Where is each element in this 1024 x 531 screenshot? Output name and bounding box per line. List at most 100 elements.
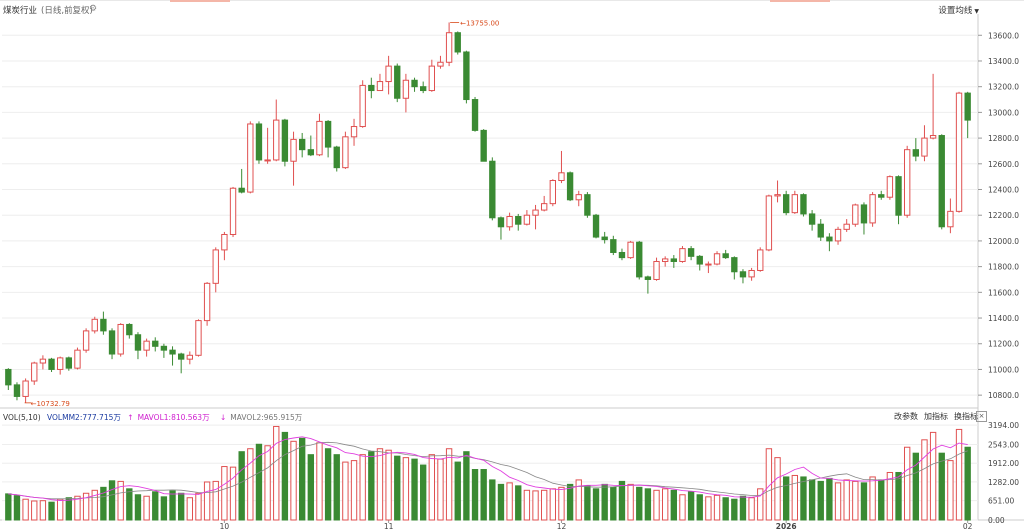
volume-bar [679, 494, 686, 521]
price-tick-label: 13600.0 [988, 31, 1019, 40]
volume-bar [627, 483, 634, 521]
add-indicator-button[interactable]: 加指标 [924, 412, 948, 421]
chart-title: 煤炭行业 (日线,前复权) [3, 4, 93, 16]
volume-bar [212, 480, 219, 521]
volume-bar [281, 431, 289, 521]
candle-body [212, 249, 219, 284]
volume-bar [800, 476, 807, 521]
price-tick-label: 10800.0 [988, 391, 1019, 400]
candle-body [195, 320, 202, 356]
candle-body [471, 99, 479, 131]
candle-body [463, 51, 470, 101]
volume-bar [419, 464, 427, 521]
volume-bar [515, 485, 522, 521]
candle-body [394, 65, 401, 99]
candle-body [65, 357, 73, 369]
candle-body [912, 149, 920, 157]
volume-bar [255, 443, 263, 521]
volume-bar [31, 500, 38, 521]
volume-bar [394, 455, 401, 521]
volume-bar [350, 460, 358, 521]
candle-body [13, 384, 21, 397]
volume-label: VOL(5,10) [3, 413, 41, 422]
price-tick-label: 11000.0 [988, 365, 1019, 374]
change-params-button[interactable]: 改参数 [894, 412, 918, 421]
candle-body [748, 269, 755, 278]
volume-bar [437, 458, 444, 521]
mavol1-value: ↑ MAVOL1:810.563万 [127, 413, 213, 422]
volume-bar [636, 486, 643, 521]
candle-body [610, 239, 617, 253]
volume-bar [13, 495, 21, 521]
volume-bar [74, 495, 81, 521]
volume-bar [454, 461, 461, 521]
volume-bar [497, 483, 505, 521]
candle-body [696, 255, 703, 265]
mavol2-line [8, 441, 968, 500]
candle-body [929, 135, 937, 139]
candle-body [247, 123, 254, 193]
volume-bar [203, 481, 211, 521]
price-tick-label: 11200.0 [988, 340, 1019, 349]
candle-body [169, 349, 176, 355]
volume-bar [955, 428, 963, 521]
volume-bar [143, 495, 150, 521]
close-icon[interactable]: × [976, 411, 987, 422]
volume-bar [852, 480, 859, 521]
candle-body [869, 194, 876, 224]
volume-bar [316, 442, 323, 521]
volume-bar [895, 471, 902, 521]
candle-body [722, 253, 729, 259]
volume-bar [22, 498, 29, 521]
x-tick-label: 10 [220, 522, 230, 531]
volume-bar [644, 488, 652, 521]
candle-body [489, 160, 496, 219]
volume-bar [169, 490, 176, 521]
volume-bar [82, 492, 90, 521]
candle-body [368, 84, 375, 92]
volume-bar [653, 489, 660, 521]
candle-body [290, 138, 297, 162]
candle-body [5, 368, 12, 386]
candle-body [515, 215, 522, 225]
candle-body [108, 330, 116, 355]
candle-body [765, 195, 773, 251]
high-annotation: ←13755.00 [460, 19, 499, 27]
x-tick-label: 11 [384, 522, 394, 531]
candle-body [627, 241, 634, 259]
top-border [0, 0, 1024, 1]
candle-body [177, 353, 185, 360]
volume-bar [385, 449, 392, 521]
volume-bar [221, 466, 228, 521]
volume-bar [186, 497, 194, 521]
candle-body [921, 137, 928, 157]
candle-body [938, 135, 945, 228]
volume-bar [575, 479, 582, 521]
x-tick-label: 12 [557, 522, 567, 531]
volume-bar [480, 469, 487, 521]
volume-bar [307, 454, 315, 521]
candle-body [817, 223, 824, 238]
candle-body [705, 263, 712, 266]
gear-icon[interactable]: ⚙ [89, 4, 98, 14]
volume-bar [411, 458, 418, 521]
candle-body [852, 204, 859, 225]
switch-indicator-button[interactable]: 换指标 [954, 412, 978, 421]
candle-body [731, 257, 738, 273]
candle-body [653, 260, 660, 280]
candle-body [584, 194, 591, 216]
volume-bar [463, 451, 470, 521]
volume-bar [878, 479, 885, 521]
volume-bar [817, 480, 824, 521]
ma-setting-dropdown[interactable]: 设置均线 ▼ [938, 4, 979, 16]
candle-body [255, 123, 263, 161]
candle-body [782, 194, 790, 214]
volume-tick-label: 3194.00 [988, 421, 1019, 430]
candle-body [964, 92, 971, 121]
price-tick-label: 12000.0 [988, 237, 1019, 246]
price-tick-label: 13400.0 [988, 57, 1019, 66]
volume-bar [886, 471, 894, 521]
candle-body [117, 323, 124, 355]
candle-body [636, 241, 643, 278]
candle-body [575, 194, 582, 201]
